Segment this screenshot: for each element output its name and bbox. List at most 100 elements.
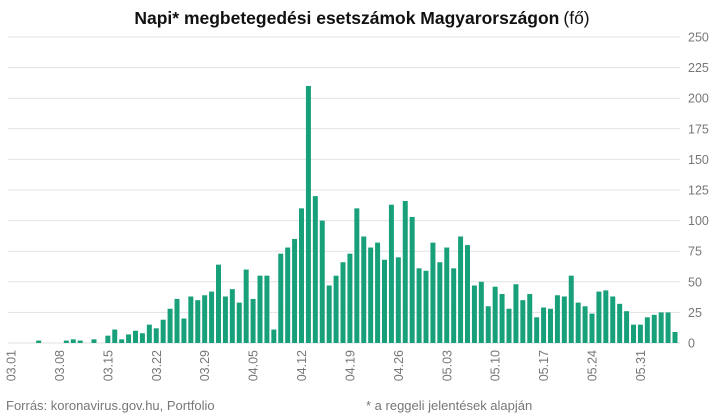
x-tick-label: 03.01 — [5, 350, 19, 381]
bar — [582, 306, 588, 343]
bar — [444, 247, 450, 343]
bar — [492, 286, 498, 343]
bar — [672, 331, 678, 343]
bar — [465, 245, 470, 343]
bar — [644, 317, 650, 343]
bar — [395, 257, 401, 343]
bar — [243, 269, 249, 343]
bar — [112, 329, 118, 343]
x-tick-label: 03.29 — [198, 350, 212, 381]
bar — [637, 324, 643, 343]
bar — [409, 216, 415, 343]
bar — [416, 268, 422, 343]
x-tick-label: 05.10 — [489, 350, 503, 381]
bar — [665, 312, 671, 343]
bar — [388, 204, 394, 343]
chart-title-unit: (fő) — [563, 8, 589, 28]
y-tick-label: 50 — [688, 275, 702, 289]
bar — [188, 296, 194, 343]
bar — [617, 303, 623, 343]
bar — [361, 236, 367, 343]
bar — [70, 339, 76, 343]
x-tick-label: 05.17 — [537, 350, 551, 381]
bar — [271, 329, 277, 343]
bar — [375, 242, 381, 343]
bar — [402, 201, 408, 343]
bar — [153, 328, 159, 343]
bar — [146, 324, 152, 343]
bar — [382, 259, 387, 343]
bar — [250, 298, 256, 343]
x-tick-label: 03.15 — [101, 350, 115, 381]
bar — [513, 284, 519, 343]
x-tick-label: 04.12 — [295, 350, 309, 381]
bar — [257, 275, 263, 343]
y-tick-label: 125 — [688, 184, 709, 198]
bar — [105, 335, 111, 343]
y-tick-label: 200 — [688, 92, 709, 106]
bar — [354, 208, 360, 343]
bar — [471, 285, 477, 343]
bar — [430, 242, 436, 343]
footnote: * a reggeli jelentések alapján — [366, 398, 532, 413]
y-axis-tick-labels: 0 25 50 75 100 125 150 175 200 225 250 — [688, 31, 709, 351]
x-tick-label: 05.03 — [440, 350, 454, 381]
y-tick-label: 75 — [688, 245, 702, 259]
source-note: Forrás: koronavirus.gov.hu, Portfolio — [6, 398, 215, 413]
bar — [126, 334, 132, 343]
bar — [506, 308, 512, 343]
bar — [216, 264, 221, 343]
bar — [326, 285, 332, 343]
bar — [499, 294, 505, 343]
bar — [77, 340, 83, 343]
y-tick-label: 25 — [688, 306, 702, 320]
bar — [340, 262, 346, 343]
bar — [119, 339, 125, 343]
bar — [305, 85, 311, 344]
bar — [451, 268, 457, 343]
x-tick-label: 03.08 — [53, 350, 67, 381]
bar — [195, 300, 201, 343]
bar — [278, 253, 284, 343]
bar — [209, 291, 215, 343]
bar — [651, 314, 657, 343]
bar — [319, 220, 325, 343]
bar — [63, 340, 69, 343]
bar — [368, 247, 374, 343]
bar — [181, 318, 187, 343]
bar — [589, 313, 595, 343]
bar — [561, 296, 567, 343]
bar — [299, 208, 304, 343]
bar — [575, 302, 581, 343]
bar — [485, 306, 491, 343]
bar — [347, 253, 353, 343]
x-axis-tick-labels: 03.01 03.08 03.15 03.22 03.29 04.05 04.12 04.19… — [5, 350, 648, 381]
bar — [264, 275, 270, 343]
bar — [603, 290, 609, 343]
x-tick-label: 04.19 — [343, 350, 357, 381]
bar — [292, 238, 298, 343]
bar — [133, 330, 138, 343]
bar — [534, 317, 540, 343]
y-tick-label: 225 — [688, 61, 709, 75]
bar — [91, 339, 97, 343]
bar — [229, 289, 235, 343]
bar — [160, 319, 166, 343]
bar — [520, 300, 526, 343]
bar — [527, 294, 533, 343]
bar — [333, 275, 339, 343]
bar — [437, 262, 443, 343]
bar — [478, 281, 484, 343]
x-tick-label: 04.26 — [392, 350, 406, 381]
x-tick-label: 03.22 — [150, 350, 164, 381]
gridlines — [8, 36, 680, 344]
bar — [548, 308, 553, 343]
bar — [174, 298, 180, 343]
bar — [36, 340, 42, 343]
x-tick-label: 05.31 — [634, 350, 648, 381]
bar — [312, 196, 318, 343]
bar — [624, 311, 630, 343]
bar — [631, 324, 636, 343]
bar — [568, 275, 574, 343]
